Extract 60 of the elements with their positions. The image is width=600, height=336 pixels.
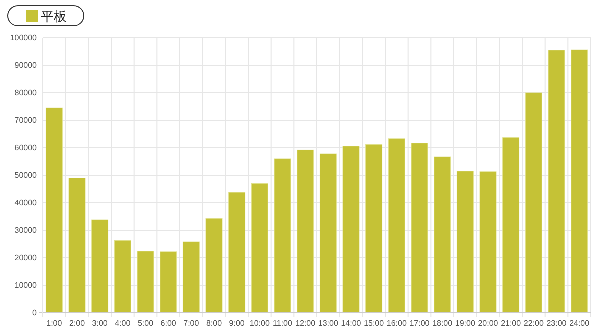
- bar: [411, 143, 428, 314]
- bar: [342, 146, 360, 314]
- y-tick-label: 30000: [14, 226, 38, 236]
- x-tick-label: 22:00: [524, 319, 544, 328]
- x-tick-label: 14:00: [341, 319, 362, 328]
- bar: [388, 138, 406, 314]
- x-tick-label: 16:00: [386, 319, 408, 328]
- x-tick-label: 6:00: [160, 319, 177, 328]
- y-tick-label: 60000: [14, 144, 38, 153]
- bar: [434, 156, 452, 314]
- bar: [320, 154, 337, 314]
- y-tick-label: 80000: [14, 88, 38, 98]
- x-tick-label: 17:00: [410, 319, 430, 328]
- x-tick-label: 13:00: [318, 319, 339, 328]
- bar: [480, 172, 497, 314]
- x-tick-label: 11:00: [273, 319, 294, 328]
- bar: [456, 171, 474, 314]
- x-tick-label: 9:00: [229, 319, 246, 328]
- x-tick-label: 20:00: [478, 319, 499, 328]
- x-tick-label: 12:00: [296, 319, 316, 328]
- x-tick-label: 23:00: [546, 319, 568, 328]
- bar: [548, 50, 566, 314]
- bar: [274, 158, 292, 314]
- bar: [137, 251, 154, 314]
- bar: [182, 242, 200, 314]
- bar: [160, 252, 178, 314]
- y-tick-label: 90000: [14, 61, 38, 70]
- x-tick-label: 24:00: [570, 319, 590, 328]
- legend-label: 平板: [41, 10, 67, 25]
- x-tick-label: 7:00: [184, 319, 200, 328]
- bar: [114, 240, 132, 314]
- bar: [68, 178, 86, 314]
- x-tick-label: 19:00: [455, 319, 476, 328]
- bar: [571, 50, 588, 314]
- x-tick-label: 15:00: [364, 319, 385, 328]
- x-tick-label: 5:00: [138, 319, 154, 328]
- x-tick-label: 4:00: [115, 319, 132, 328]
- bar: [228, 192, 246, 314]
- y-tick-label: 100000: [10, 34, 38, 43]
- y-tick-label: 10000: [14, 281, 38, 290]
- y-tick-label: 0: [32, 308, 38, 318]
- y-tick-label: 70000: [14, 116, 38, 126]
- x-tick-label: 10:00: [250, 319, 270, 328]
- bar: [251, 184, 268, 314]
- x-tick-label: 8:00: [206, 319, 223, 328]
- bar: [502, 138, 520, 314]
- y-tick-label: 50000: [14, 171, 38, 180]
- x-tick-label: 1:00: [46, 319, 63, 328]
- bar: [297, 150, 314, 314]
- bar: [46, 108, 63, 314]
- bar: [92, 220, 109, 314]
- y-tick-label: 40000: [14, 198, 38, 208]
- x-tick-label: 3:00: [92, 319, 108, 328]
- x-tick-label: 2:00: [69, 319, 86, 328]
- bar: [206, 218, 223, 314]
- bar: [366, 144, 383, 314]
- bar: [525, 92, 542, 314]
- x-tick-label: 21:00: [501, 319, 522, 328]
- y-tick-label: 20000: [14, 254, 38, 263]
- x-tick-label: 18:00: [432, 319, 454, 328]
